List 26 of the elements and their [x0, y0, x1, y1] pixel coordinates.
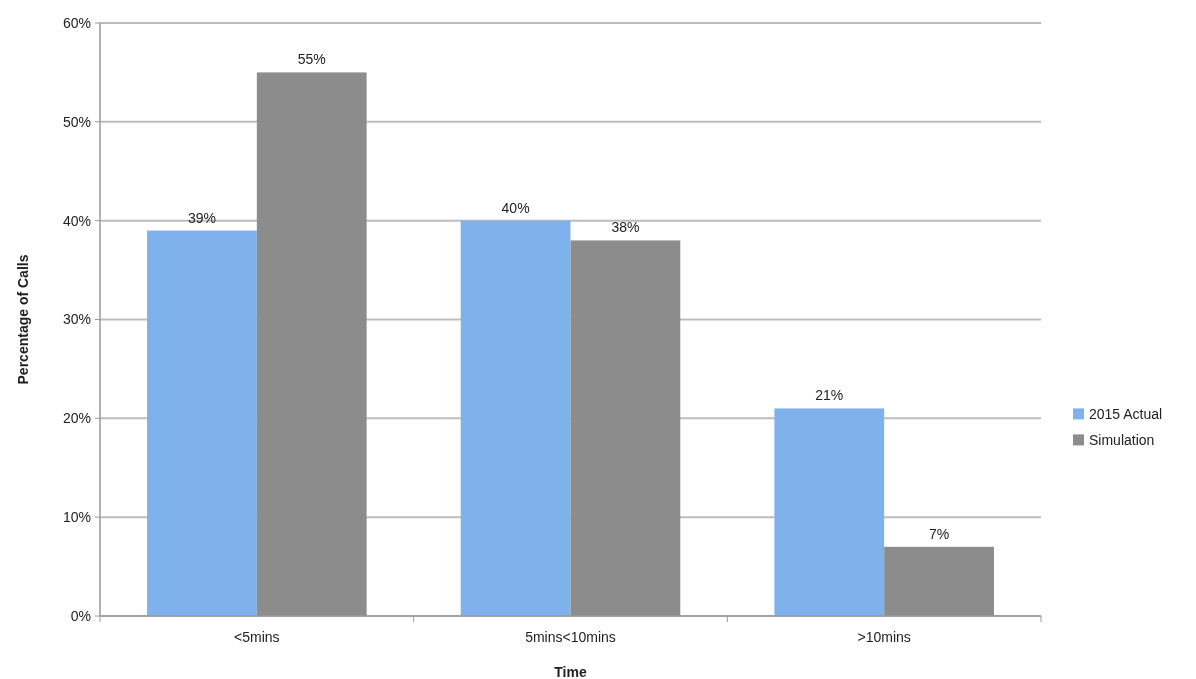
y-tick-label: 30%: [62, 311, 91, 328]
x-tick-label: >10mins: [857, 629, 911, 645]
data-label: 39%: [187, 209, 216, 226]
data-label: 38%: [611, 219, 640, 236]
y-axis-title: Percentage of Calls: [15, 254, 31, 385]
y-tick-label: 0%: [70, 607, 91, 624]
bar: [256, 72, 367, 616]
y-tick-label: 40%: [62, 212, 91, 229]
legend-label: Simulation: [1089, 432, 1155, 449]
x-tick-label: 5mins<10mins: [525, 629, 616, 645]
bar: [774, 408, 885, 616]
x-axis-title: Time: [554, 664, 587, 679]
x-tick-label: <5mins: [234, 629, 280, 645]
data-label: 7%: [928, 525, 950, 542]
y-tick-label: 50%: [62, 113, 91, 130]
data-label: 21%: [815, 387, 844, 404]
bar: [147, 230, 257, 616]
data-label: 55%: [297, 51, 326, 68]
bar: [884, 546, 994, 616]
data-label: 40%: [501, 199, 530, 216]
y-tick-label: 60%: [62, 14, 91, 31]
legend-label: 2015 Actual: [1089, 406, 1163, 423]
y-tick-label: 20%: [62, 410, 91, 427]
y-tick-label: 10%: [62, 509, 91, 526]
bar: [460, 220, 571, 616]
bar: [570, 240, 681, 616]
